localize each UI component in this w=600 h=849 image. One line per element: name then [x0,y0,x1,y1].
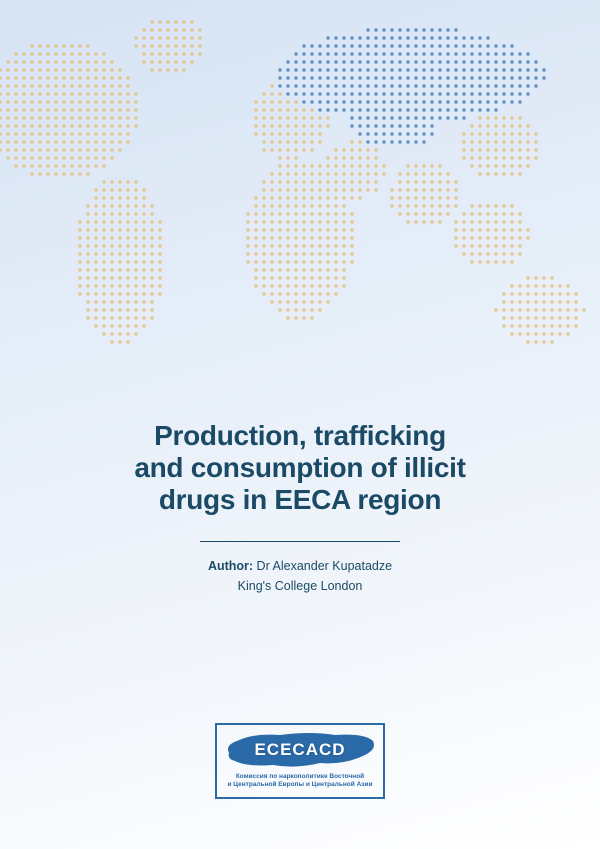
logo-block: ECECACD Комиссия по наркополитике Восточ… [0,723,600,799]
logo-subtitle-line-2: и Центральной Европы и Центральной Азии [228,781,373,788]
author-line: Author: Dr Alexander Kupatadze [80,556,520,576]
logo-frame: ECECACD Комиссия по наркополитике Восточ… [215,723,385,799]
author-affiliation: King's College London [80,576,520,596]
logo-acronym: ECECACD [254,740,345,760]
title-rule [200,541,400,542]
title-line-2: and consumption of illicit [134,452,465,483]
title-block: Production, trafficking and consumption … [0,420,600,596]
logo-region-shape: ECECACD [225,731,375,769]
document-title: Production, trafficking and consumption … [80,420,520,517]
title-line-1: Production, trafficking [154,420,446,451]
author-block: Author: Dr Alexander Kupatadze King's Co… [80,556,520,596]
title-line-3: drugs in EECA region [159,484,441,515]
author-label: Author: [208,559,253,573]
world-map-background [0,0,600,370]
logo-subtitle: Комиссия по наркополитике Восточной и Це… [225,773,375,789]
author-name: Dr Alexander Kupatadze [257,559,393,573]
logo-subtitle-line-1: Комиссия по наркополитике Восточной [236,773,364,780]
